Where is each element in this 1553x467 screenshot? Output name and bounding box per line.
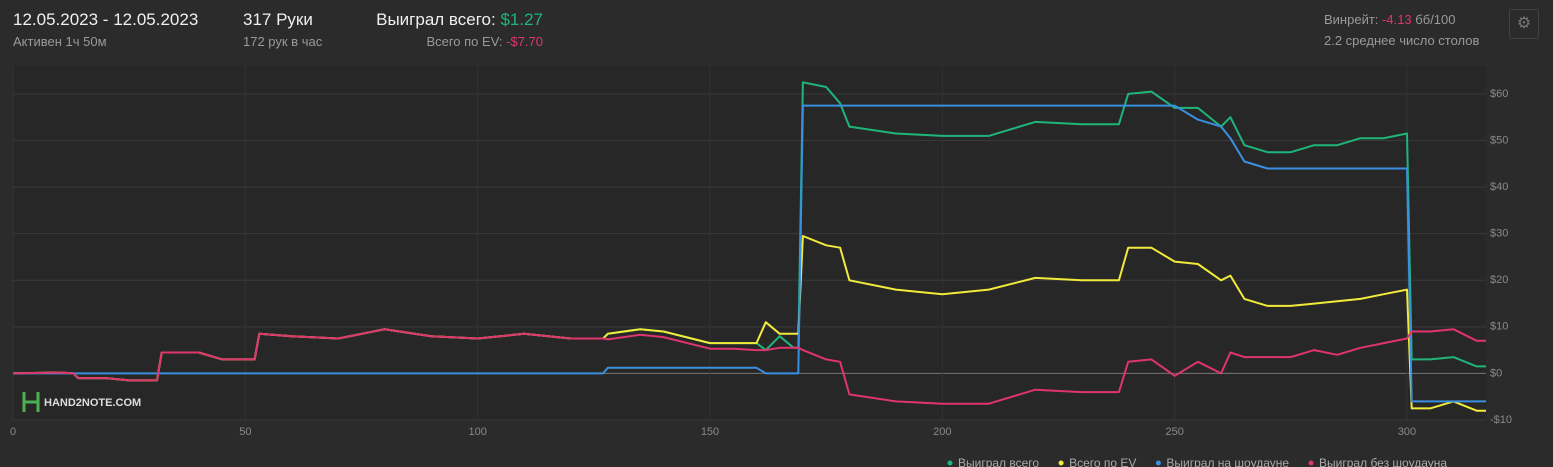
date-range: 12.05.2023 - 12.05.2023: [13, 10, 199, 29]
x-tick-label: 250: [1165, 426, 1183, 438]
y-tick-label: $40: [1490, 181, 1508, 193]
active-time: Активен 1ч 50м: [13, 34, 107, 49]
series-line: [13, 104, 1486, 403]
x-tick-label: 300: [1398, 426, 1416, 438]
legend-marker: [1155, 460, 1161, 466]
x-tick-label: 200: [933, 426, 951, 438]
y-tick-label: $60: [1490, 88, 1508, 100]
logo-icon: [22, 392, 40, 412]
x-tick-label: 100: [468, 426, 486, 438]
x-tick-label: 150: [701, 426, 719, 438]
settings-button[interactable]: ⚙: [1509, 9, 1539, 39]
label: Всего по EV:: [426, 34, 503, 49]
x-tick-label: 0: [10, 426, 16, 438]
y-tick-label: -$10: [1490, 414, 1512, 426]
tables: 2.2 среднее число столов: [1324, 33, 1480, 48]
logo-text: HAND2NOTE.COM: [44, 397, 141, 409]
label: Выиграл всего:: [376, 10, 496, 29]
y-tick-label: $0: [1490, 367, 1502, 379]
value: -$7.70: [506, 34, 543, 49]
x-tick-label: 50: [239, 426, 251, 438]
legend-label: Всего по EV: [1069, 456, 1136, 467]
y-tick-label: $10: [1490, 321, 1508, 333]
value: -4.13: [1382, 12, 1412, 27]
y-tick-label: $30: [1490, 228, 1508, 240]
won-total: Выиграл всего: $1.27: [376, 10, 543, 30]
winrate: Винрейт: -4.13 бб/100: [1324, 12, 1456, 27]
chart: HAND2NOTE.COM -$10 $0 $10 $20 $30 $40 $50 $60 0 5…: [10, 66, 1512, 467]
logo: HAND2NOTE.COM: [22, 392, 141, 412]
y-tick-label: $20: [1490, 274, 1508, 286]
unit: бб/100: [1415, 12, 1456, 27]
legend-marker: [1308, 460, 1314, 466]
value: $1.27: [500, 10, 543, 29]
legend-label: Выиграл без шоудауна: [1319, 456, 1447, 467]
legend-label: Выиграл на шоудауне: [1166, 456, 1289, 467]
hands-per-hour: 172 рук в час: [243, 34, 323, 49]
series-line: [12, 328, 1486, 405]
hands: 317 Руки: [243, 10, 313, 29]
legend-label: Выиграл всего: [958, 456, 1039, 467]
plot-area: [13, 66, 1486, 420]
label: Винрейт:: [1324, 12, 1379, 27]
ev-total: Всего по EV: -$7.70: [426, 34, 543, 49]
y-tick-label: $50: [1490, 134, 1508, 146]
legend-marker: [1058, 460, 1064, 466]
legend-marker: [947, 460, 953, 466]
